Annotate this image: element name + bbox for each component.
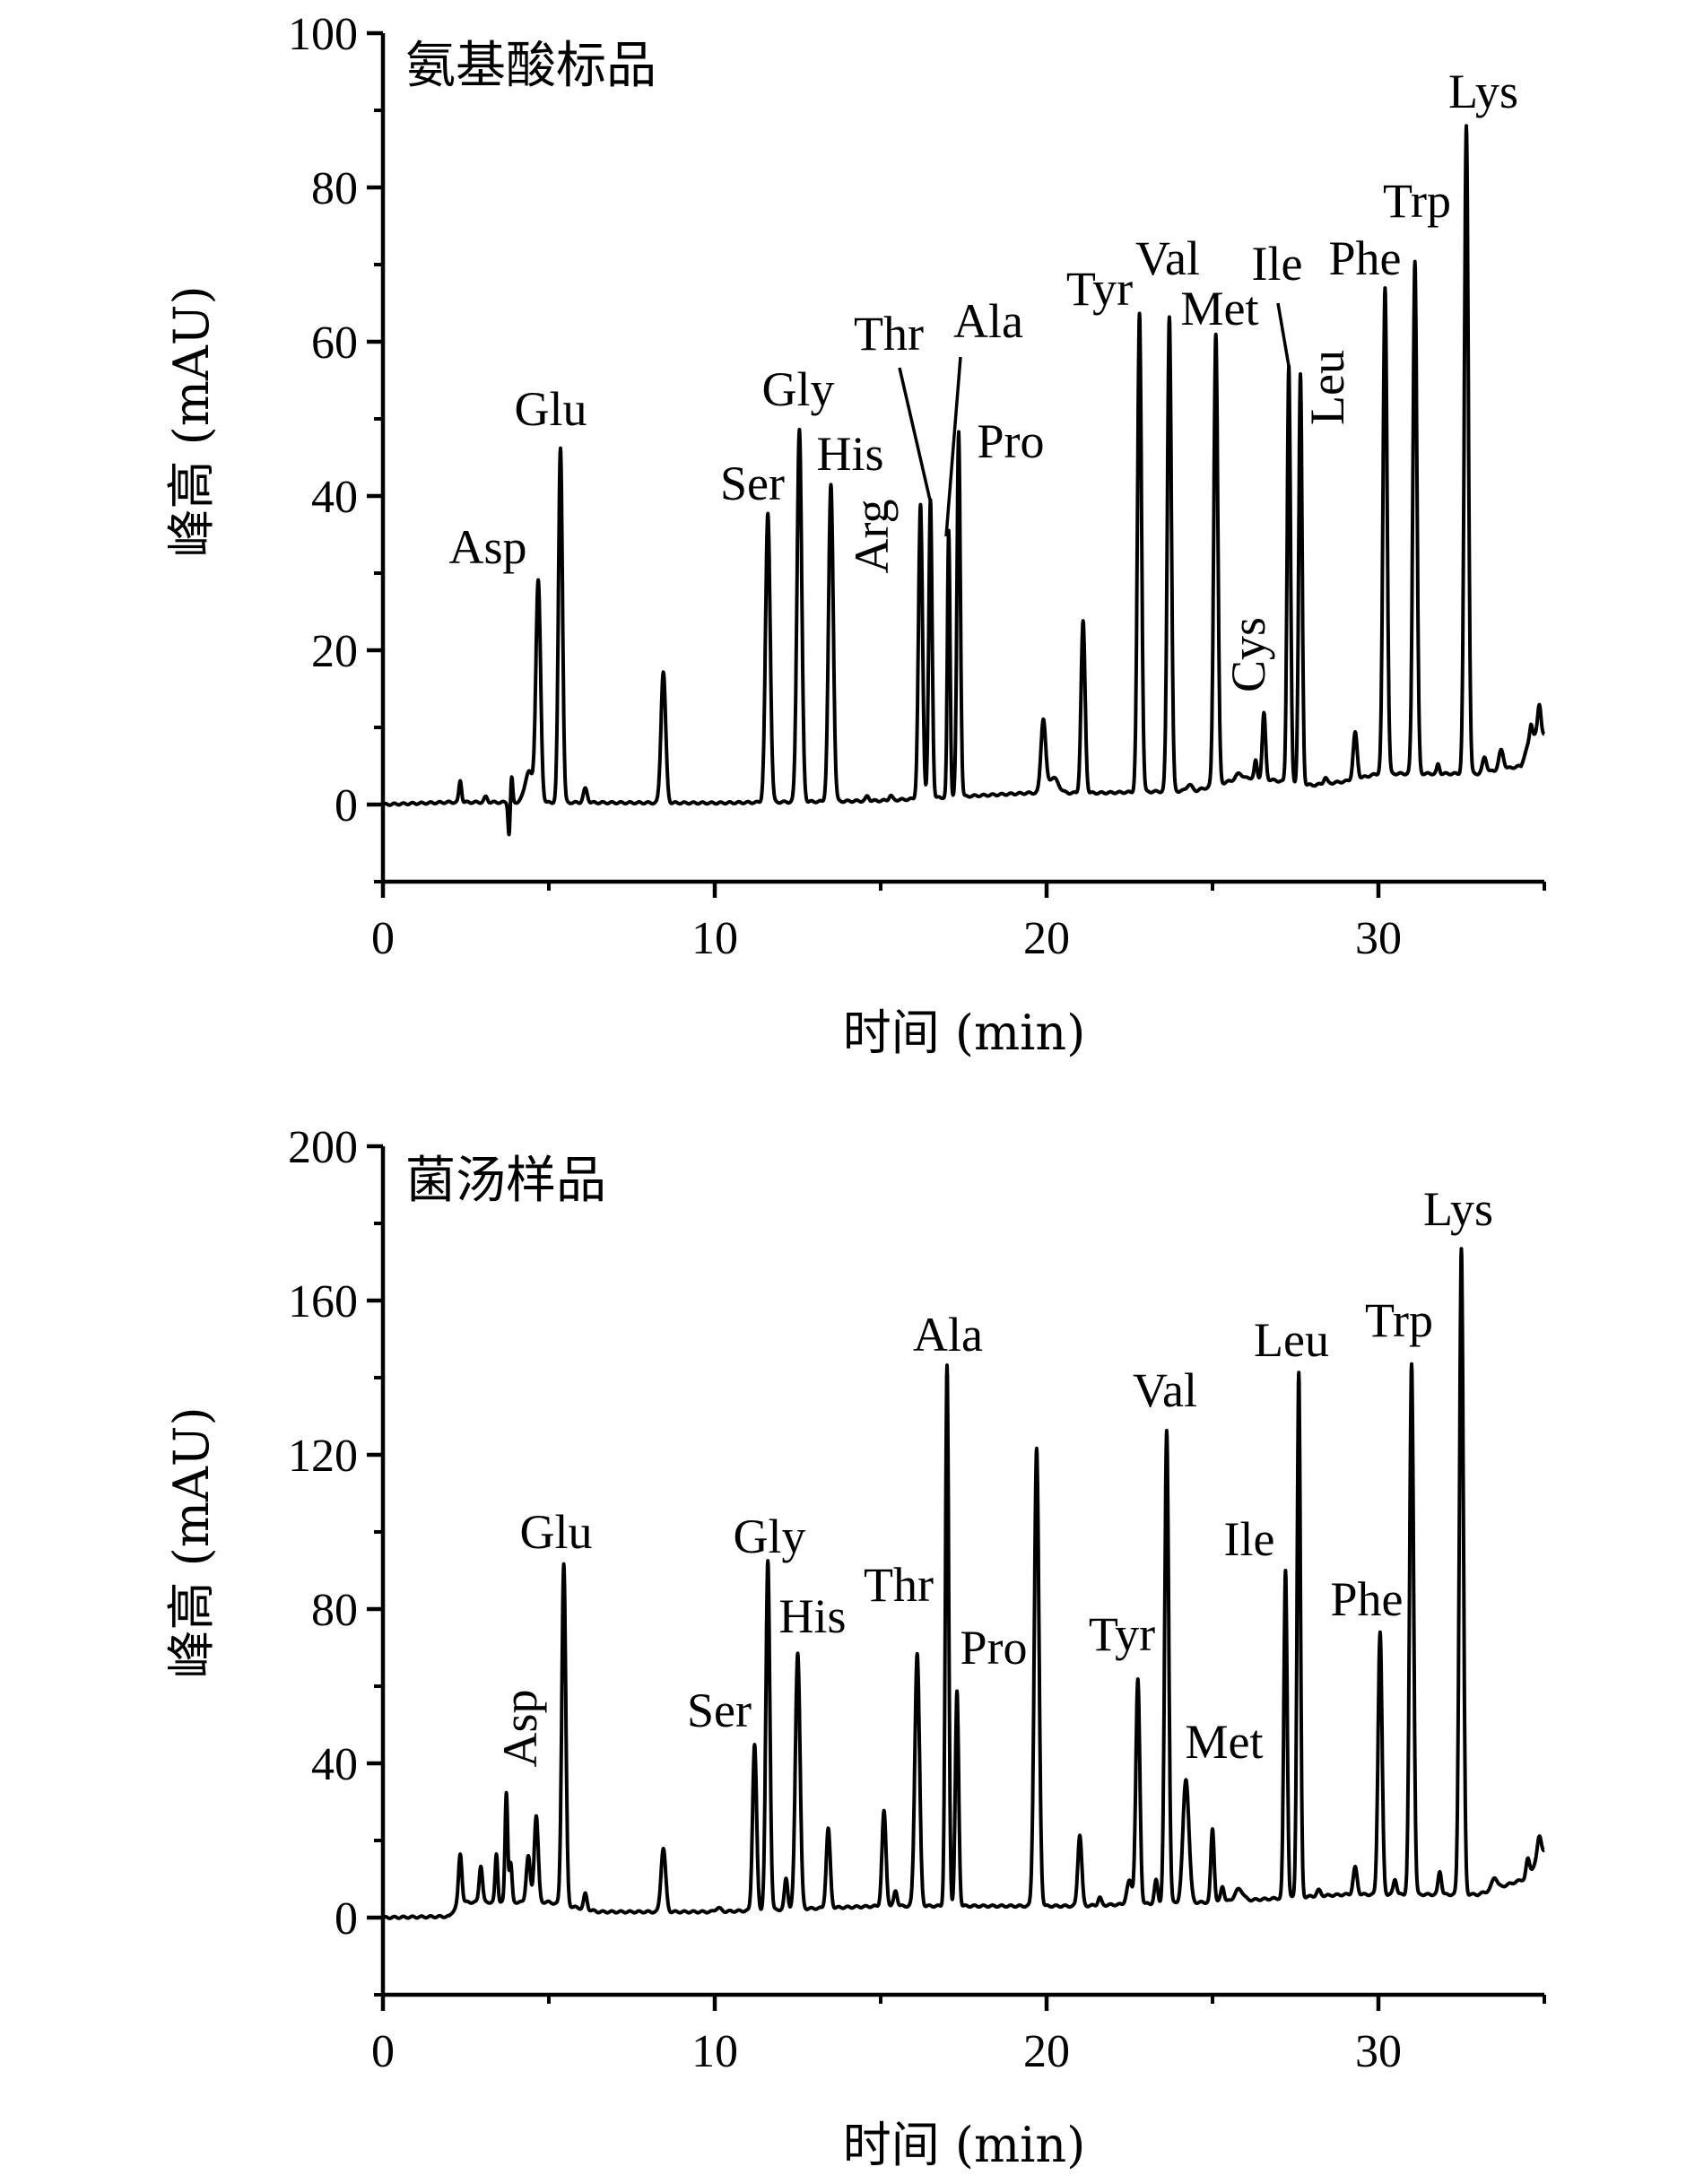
peak-label-ala: Ala [953,294,1023,348]
x-tick-label: 20 [1023,913,1070,964]
label-leader-line [1276,302,1291,367]
y-axis-title: 峰高 (mAU) [163,1406,220,1678]
peak-label-met: Met [1186,1715,1264,1769]
peak-label-his: His [816,427,883,481]
y-tick-label: 60 [311,318,358,369]
label-leader-line [944,356,962,537]
peak-label-asp: Asp [493,1689,547,1767]
peak-label-lys: Lys [1448,65,1518,118]
peak-label-trp: Trp [1383,174,1451,228]
x-tick-label: 10 [691,913,738,964]
y-tick-label: 100 [288,9,358,60]
chromatogram-trace [381,1247,1546,1920]
peak-label-gly: Gly [762,362,835,416]
x-tick-label: 20 [1023,2026,1070,2077]
peak-label-ser: Ser [687,1684,752,1737]
peak-label-leu: Leu [1254,1313,1329,1367]
x-axis-title: 时间 (min) [843,1005,1086,1061]
y-axis-title: 峰高 (mAU) [163,285,220,557]
y-tick-label: 160 [288,1276,358,1327]
peak-label-phe: Phe [1329,231,1402,285]
x-axis-title: 时间 (min) [843,2117,1086,2173]
peak-label-his: His [778,1589,846,1643]
y-tick-label: 40 [311,1739,358,1790]
peak-label-trp: Trp [1365,1293,1433,1347]
panel-title: 菌汤样品 [405,1152,606,1210]
y-tick-label: 120 [288,1431,358,1482]
peak-label-thr: Thr [854,307,924,361]
peak-label-glu: Glu [515,382,587,436]
y-tick-label: 0 [335,1893,358,1945]
peak-label-pro: Pro [977,414,1044,468]
x-tick-label: 0 [371,913,395,964]
peak-label-ile: Ile [1252,237,1303,291]
label-leader-line [898,367,933,505]
peak-label-pro: Pro [960,1621,1027,1675]
peak-label-ser: Ser [720,457,785,510]
y-tick-label: 0 [335,780,358,831]
y-tick-label: 80 [311,163,358,214]
peak-label-met: Met [1181,282,1259,335]
peak-label-ile: Ile [1224,1512,1275,1566]
peak-label-leu: Leu [1300,350,1354,425]
peak-label-cys: Cys [1221,617,1275,692]
x-tick-label: 10 [691,2026,738,2077]
peak-label-tyr: Tyr [1066,262,1133,316]
chromatogram-trace [381,124,1546,837]
panel-standard: 氨基酸标品 峰高 (mAU) 时间 (min) 0 20 40 60 80 100 0 10 2… [163,9,1546,1061]
peak-label-thr: Thr [864,1558,934,1612]
peak-label-gly: Gly [734,1510,806,1563]
peak-label-ala: Ala [913,1308,983,1362]
y-tick-label: 80 [311,1585,358,1636]
peak-label-tyr: Tyr [1089,1607,1155,1661]
peak-label-val: Val [1133,1363,1197,1417]
y-tick-label: 20 [311,626,358,677]
y-tick-label: 200 [288,1122,358,1173]
peak-label-phe: Phe [1331,1572,1404,1626]
peak-label-arg: Arg [845,499,899,573]
peak-label-lys: Lys [1423,1182,1493,1236]
panel-sample: 菌汤样品 峰高 (mAU) 时间 (min) 0 40 80 120 160 200 0 10… [163,1122,1546,2173]
peak-label-val: Val [1135,231,1200,285]
panel-title: 氨基酸标品 [405,37,656,95]
peak-label-glu: Glu [520,1505,593,1559]
peak-label-asp: Asp [448,520,526,574]
x-tick-label: 30 [1355,2026,1402,2077]
x-tick-label: 30 [1355,913,1402,964]
x-tick-label: 0 [371,2026,395,2077]
y-tick-label: 40 [311,472,358,523]
